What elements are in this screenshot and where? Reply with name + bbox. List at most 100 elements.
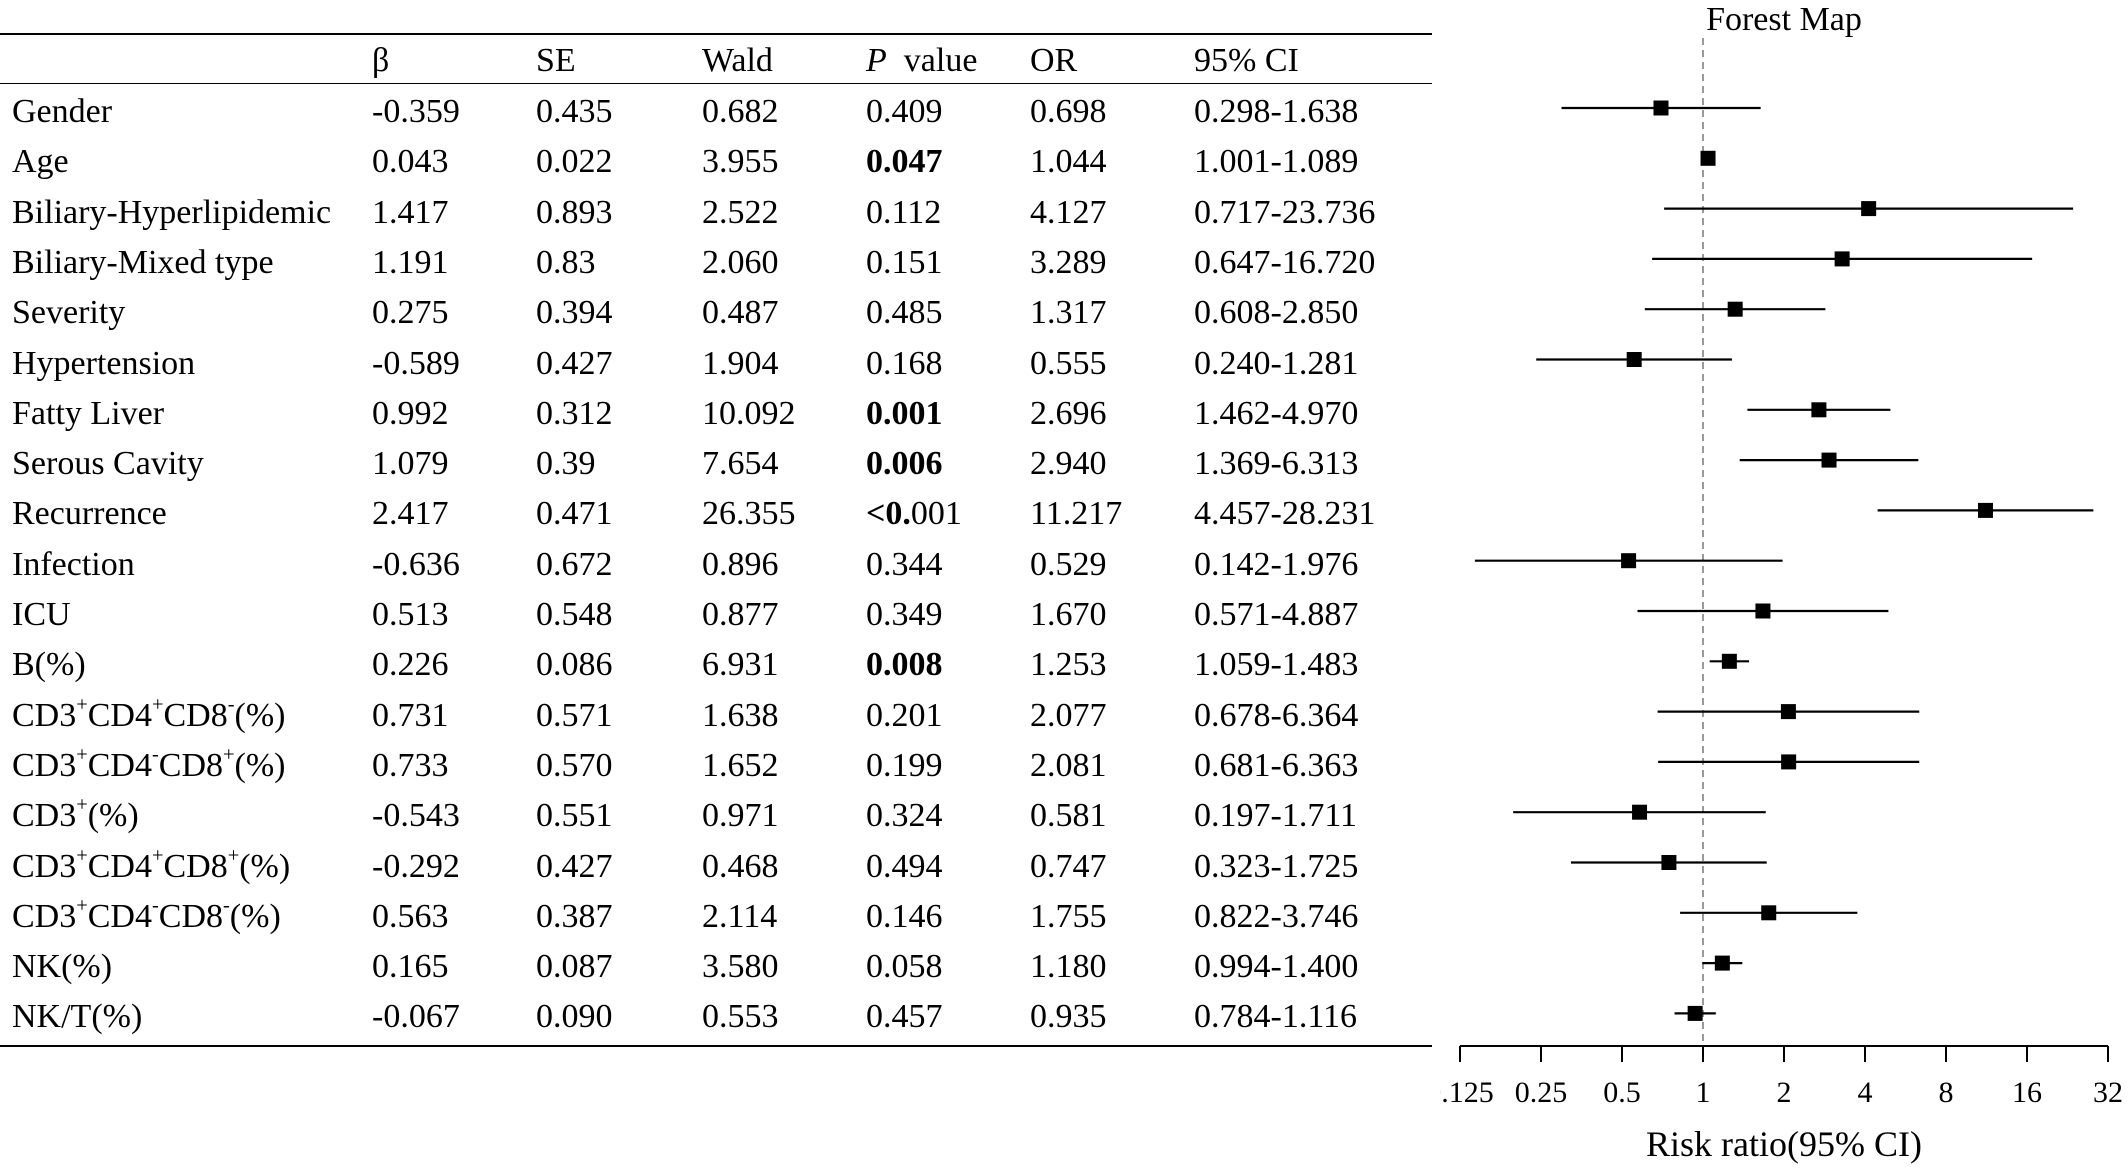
x-tick-label: 0.25: [1515, 1076, 1568, 1109]
cell-ci: 0.571-4.887: [1194, 596, 1359, 633]
cell-or: 0.581: [1030, 797, 1107, 835]
cell-p: 0.047: [866, 143, 943, 181]
cell-se: 0.570: [536, 746, 613, 784]
cell-ci: 1.369-6.313: [1194, 445, 1359, 483]
cell-se: 0.435: [536, 93, 613, 130]
cell-beta: 1.079: [372, 445, 449, 483]
table-row: CD3+CD4-CD8-(%) 0.563 0.387 2.114 0.146 1.755…: [0, 892, 1432, 942]
cell-wald: 0.877: [702, 596, 779, 633]
cell-p: 0.485: [866, 294, 943, 332]
cell-p: 0.199: [866, 746, 943, 784]
cell-beta: 0.165: [372, 948, 449, 986]
cell-or: 2.077: [1030, 696, 1107, 734]
cell-beta: 0.733: [372, 746, 449, 784]
row-variable-name: Recurrence: [12, 495, 167, 533]
header-or: OR: [1030, 42, 1078, 79]
table-row: NK(%) 0.165 0.087 3.580 0.058 1.180 0.994-1.40…: [0, 942, 1432, 992]
cell-se: 0.548: [536, 596, 613, 633]
odds-ratio-marker: [1780, 704, 1796, 720]
cell-ci: 0.197-1.711: [1194, 797, 1358, 835]
cell-se: 0.672: [536, 545, 613, 583]
cell-p: 0.409: [866, 93, 943, 130]
row-variable-name: Serous Cavity: [12, 445, 204, 483]
cell-wald: 2.060: [702, 243, 779, 281]
odds-ratio-marker: [1700, 150, 1716, 166]
header-p-value: P value: [866, 32, 977, 90]
table-header-rule: [0, 83, 1432, 84]
cell-wald: 2.114: [702, 897, 778, 935]
row-variable-name: ICU: [12, 596, 71, 633]
header-ci: 95% CI: [1194, 42, 1299, 79]
row-variable-name: NK/T(%): [12, 998, 143, 1036]
cell-wald: 3.580: [702, 948, 779, 986]
cell-or: 0.747: [1030, 847, 1107, 885]
cell-se: 0.427: [536, 344, 613, 382]
odds-ratio-marker: [1687, 1005, 1703, 1021]
cell-se: 0.427: [536, 847, 613, 885]
cell-or: 2.696: [1030, 394, 1107, 432]
cell-se: 0.387: [536, 897, 613, 935]
cell-se: 0.087: [536, 948, 613, 986]
table-bottom-rule: [0, 1045, 1432, 1047]
cell-or: 1.755: [1030, 897, 1107, 935]
cell-wald: 1.638: [702, 696, 779, 734]
cell-wald: 10.092: [702, 394, 796, 432]
table-row: CD3+(%) -0.543 0.551 0.971 0.324 0.581 0.197-1…: [0, 791, 1432, 841]
odds-ratio-marker: [1761, 905, 1777, 921]
cell-se: 0.090: [536, 998, 613, 1036]
table-row: Fatty Liver 0.992 0.312 10.092 0.001 2.696 1.4…: [0, 389, 1432, 439]
cell-se: 0.551: [536, 797, 613, 835]
cell-se: 0.893: [536, 193, 613, 231]
cell-ci: 1.059-1.483: [1194, 646, 1359, 684]
cell-or: 1.253: [1030, 646, 1107, 684]
cell-se: 0.39: [536, 445, 596, 483]
cell-ci: 0.240-1.281: [1194, 344, 1359, 382]
cell-wald: 6.931: [702, 646, 779, 684]
cell-or: 3.289: [1030, 243, 1107, 281]
header-p-rest: value: [886, 42, 978, 79]
cell-p: 0.349: [866, 596, 943, 633]
odds-ratio-marker: [1714, 955, 1730, 971]
x-tick-label: 16: [2012, 1076, 2042, 1109]
cell-beta: 0.563: [372, 897, 449, 935]
cell-or: 0.555: [1030, 344, 1107, 382]
odds-ratio-marker: [1755, 603, 1771, 619]
odds-ratio-marker: [1727, 301, 1743, 317]
table-row: Biliary-Hyperlipidemic 1.417 0.893 2.522 0.1…: [0, 188, 1432, 238]
cell-ci: 0.784-1.116: [1194, 998, 1358, 1036]
row-variable-name: Hypertension: [12, 344, 196, 382]
cell-wald: 0.896: [702, 545, 779, 583]
cell-beta: 1.191: [372, 243, 449, 281]
cell-ci: 0.994-1.400: [1194, 948, 1359, 986]
regression-table: β SE Wald P value OR 95% CI Gender -0.359…: [0, 32, 1432, 1047]
cell-p: 0.168: [866, 344, 943, 382]
cell-p: 0.001: [866, 394, 943, 432]
cell-ci: 1.001-1.089: [1194, 143, 1359, 181]
x-tick-label: 2: [1777, 1076, 1792, 1109]
row-variable-name: CD3+(%): [12, 793, 139, 835]
cell-ci: 0.298-1.638: [1194, 93, 1359, 130]
table-row: CD3+CD4+CD8+(%) -0.292 0.427 0.468 0.494 0.74…: [0, 842, 1432, 892]
cell-p: <0.001: [866, 495, 962, 533]
cell-beta: 0.992: [372, 394, 449, 432]
cell-beta: 1.417: [372, 193, 449, 231]
cell-p: 0.058: [866, 948, 943, 986]
odds-ratio-marker: [1811, 402, 1827, 418]
table-row: Severity 0.275 0.394 0.487 0.485 1.317 0.608-2…: [0, 288, 1432, 338]
odds-ratio-marker: [1621, 553, 1637, 569]
cell-wald: 7.654: [702, 445, 779, 483]
cell-se: 0.022: [536, 143, 613, 181]
odds-ratio-marker: [1977, 502, 1993, 518]
cell-p: 0.344: [866, 545, 943, 583]
cell-wald: 2.522: [702, 193, 779, 231]
cell-beta: 2.417: [372, 495, 449, 533]
cell-beta: 0.226: [372, 646, 449, 684]
row-variable-name: CD3+CD4+CD8+(%): [12, 844, 291, 885]
cell-or: 0.935: [1030, 998, 1107, 1036]
cell-or: 2.940: [1030, 445, 1107, 483]
cell-or: 0.529: [1030, 545, 1107, 583]
cell-p: 0.201: [866, 696, 943, 734]
odds-ratio-marker: [1821, 452, 1837, 468]
row-variable-name: Gender: [12, 93, 113, 130]
cell-ci: 0.681-6.363: [1194, 746, 1359, 784]
